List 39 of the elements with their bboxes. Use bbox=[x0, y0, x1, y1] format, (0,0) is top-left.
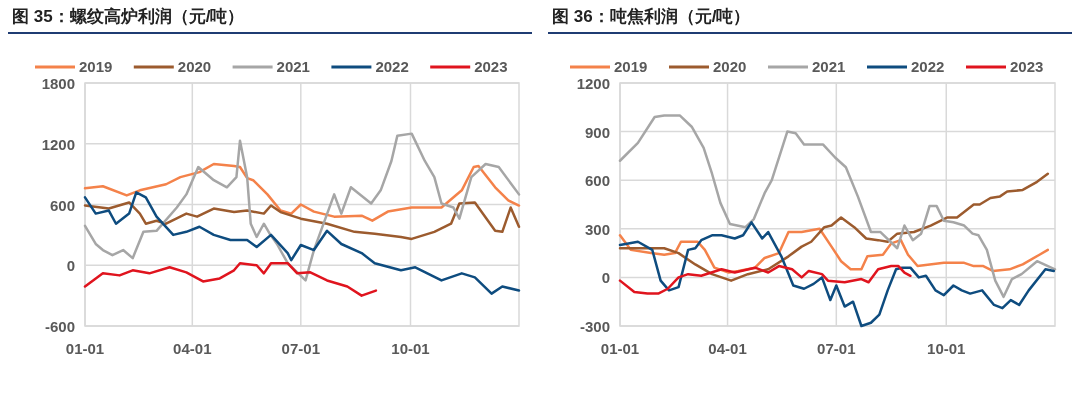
line-series bbox=[618, 114, 1057, 299]
chart-title: 图 35：螺纹高炉利润（元/吨） bbox=[12, 7, 245, 26]
legend-label: 2019 bbox=[614, 58, 648, 75]
y-tick-label: 0 bbox=[601, 269, 610, 287]
line-series bbox=[618, 264, 912, 295]
line-series bbox=[618, 172, 1050, 282]
x-tick-label: 07-01 bbox=[281, 340, 320, 357]
legend-label: 2019 bbox=[79, 58, 113, 75]
line-series bbox=[83, 261, 378, 297]
y-tick-label: 600 bbox=[584, 172, 610, 190]
line-series bbox=[83, 201, 521, 241]
x-tick-label: 01-01 bbox=[65, 340, 105, 357]
y-tick-label: 1200 bbox=[41, 135, 75, 153]
line-series bbox=[83, 191, 521, 295]
x-tick-label: 01-01 bbox=[600, 340, 640, 357]
y-tick-label: -600 bbox=[44, 318, 75, 335]
legend-label: 2022 bbox=[375, 58, 409, 75]
x-tick-label: 10-01 bbox=[391, 340, 430, 357]
y-tick-label: 0 bbox=[66, 257, 75, 275]
x-tick-label: 10-01 bbox=[927, 340, 966, 357]
legend-label: 2020 bbox=[713, 58, 747, 75]
x-tick-label: 04-01 bbox=[708, 340, 747, 357]
legend-label: 2023 bbox=[474, 58, 508, 75]
line-series bbox=[83, 132, 521, 282]
legend-label: 2023 bbox=[1010, 58, 1044, 75]
y-tick-label: -300 bbox=[579, 318, 610, 335]
legend-label: 2021 bbox=[812, 58, 846, 75]
x-tick-label: 07-01 bbox=[817, 340, 856, 357]
y-tick-label: 900 bbox=[584, 123, 610, 141]
chart-title: 图 36：吨焦利润（元/吨） bbox=[552, 7, 751, 26]
line-series bbox=[83, 162, 521, 222]
x-tick-label: 04-01 bbox=[173, 340, 212, 357]
y-tick-label: 1800 bbox=[41, 75, 75, 92]
y-tick-label: 600 bbox=[49, 196, 75, 214]
legend-label: 2022 bbox=[911, 58, 945, 75]
legend-label: 2020 bbox=[177, 58, 212, 75]
y-tick-label: 300 bbox=[584, 220, 610, 238]
y-tick-label: 1200 bbox=[576, 75, 610, 92]
legend-label: 2021 bbox=[276, 58, 310, 75]
